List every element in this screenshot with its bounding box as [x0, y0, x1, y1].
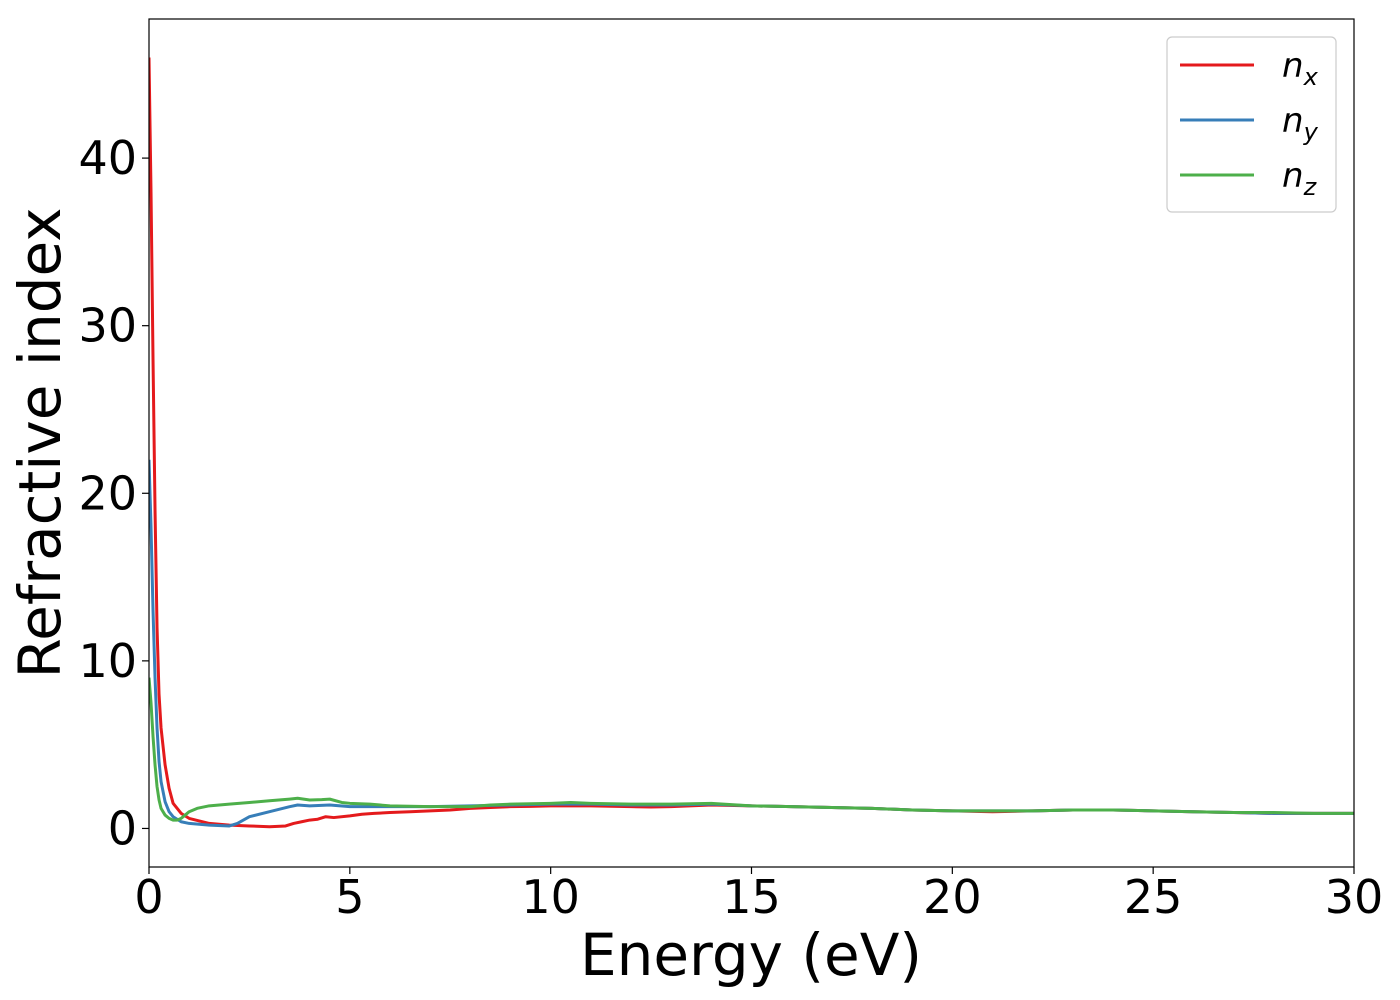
y-tick-label: 20 [78, 466, 137, 520]
x-axis-label: Energy (eV) [580, 921, 922, 989]
x-tick-label: 30 [1325, 870, 1384, 924]
x-tick-label: 0 [134, 870, 163, 924]
y-axis-label: Refractive index [6, 207, 74, 678]
x-tick-label: 15 [722, 870, 781, 924]
x-tick-label: 10 [521, 870, 580, 924]
y-tick-label: 40 [78, 131, 137, 185]
legend-label-y: ny [1282, 101, 1319, 146]
y-tick-label: 0 [108, 801, 137, 855]
x-tick-label: 5 [335, 870, 364, 924]
y-tick-label: 30 [78, 299, 137, 353]
series-line-z [149, 677, 1354, 822]
legend-box [1166, 36, 1337, 213]
x-axis: 0 5 10 15 20 25 30 [134, 867, 1383, 924]
legend: nx ny nz [1166, 36, 1337, 213]
legend-label-x: nx [1282, 46, 1319, 91]
x-tick-label: 20 [923, 870, 982, 924]
series-layer [149, 57, 1354, 829]
x-tick-label: 25 [1124, 870, 1183, 924]
y-tick-label: 10 [78, 634, 137, 688]
legend-label-z: nz [1282, 156, 1318, 201]
y-axis: 0 10 20 30 40 [78, 131, 149, 855]
series-line-y [149, 459, 1354, 828]
